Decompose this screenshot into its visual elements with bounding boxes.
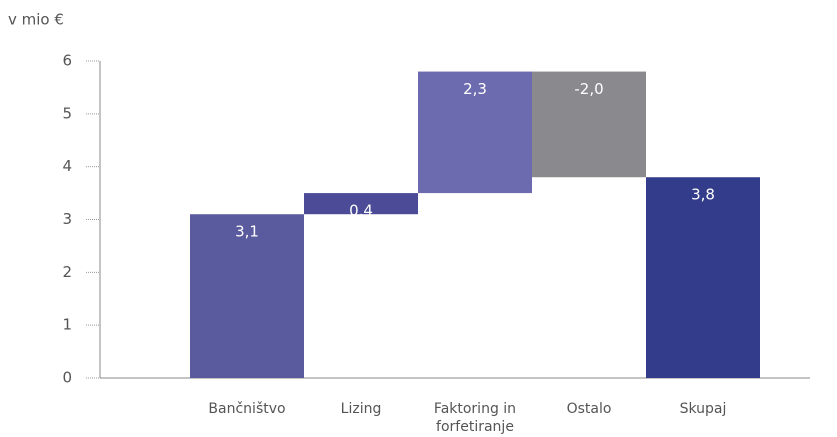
y-tick-label: 2 [62,263,72,281]
x-tick-label: Faktoring in forfetiranje [433,401,517,435]
y-tick-label: 5 [62,104,72,122]
y-tick-label: 4 [62,157,72,175]
value-label: -2,0 [574,80,603,98]
bar [532,71,646,178]
bar [418,71,532,194]
y-tick-label: 3 [62,210,72,228]
bar [304,193,418,215]
x-tick-label: Lizing [340,401,382,417]
y-axis-label: v mio € [8,11,64,29]
bar [646,177,760,378]
value-label: 0,4 [349,202,373,220]
value-label: 3,1 [235,223,259,241]
y-tick-label: 0 [62,369,72,387]
x-tick-label: Bančništvo [208,401,286,417]
y-tick-label: 1 [62,316,72,334]
x-tick-label: Skupaj [679,401,727,417]
value-label: 3,8 [691,186,715,204]
x-tick-label: Ostalo [566,401,612,417]
y-tick-label: 6 [62,52,72,70]
value-label: 2,3 [463,80,487,98]
bar [190,214,304,378]
